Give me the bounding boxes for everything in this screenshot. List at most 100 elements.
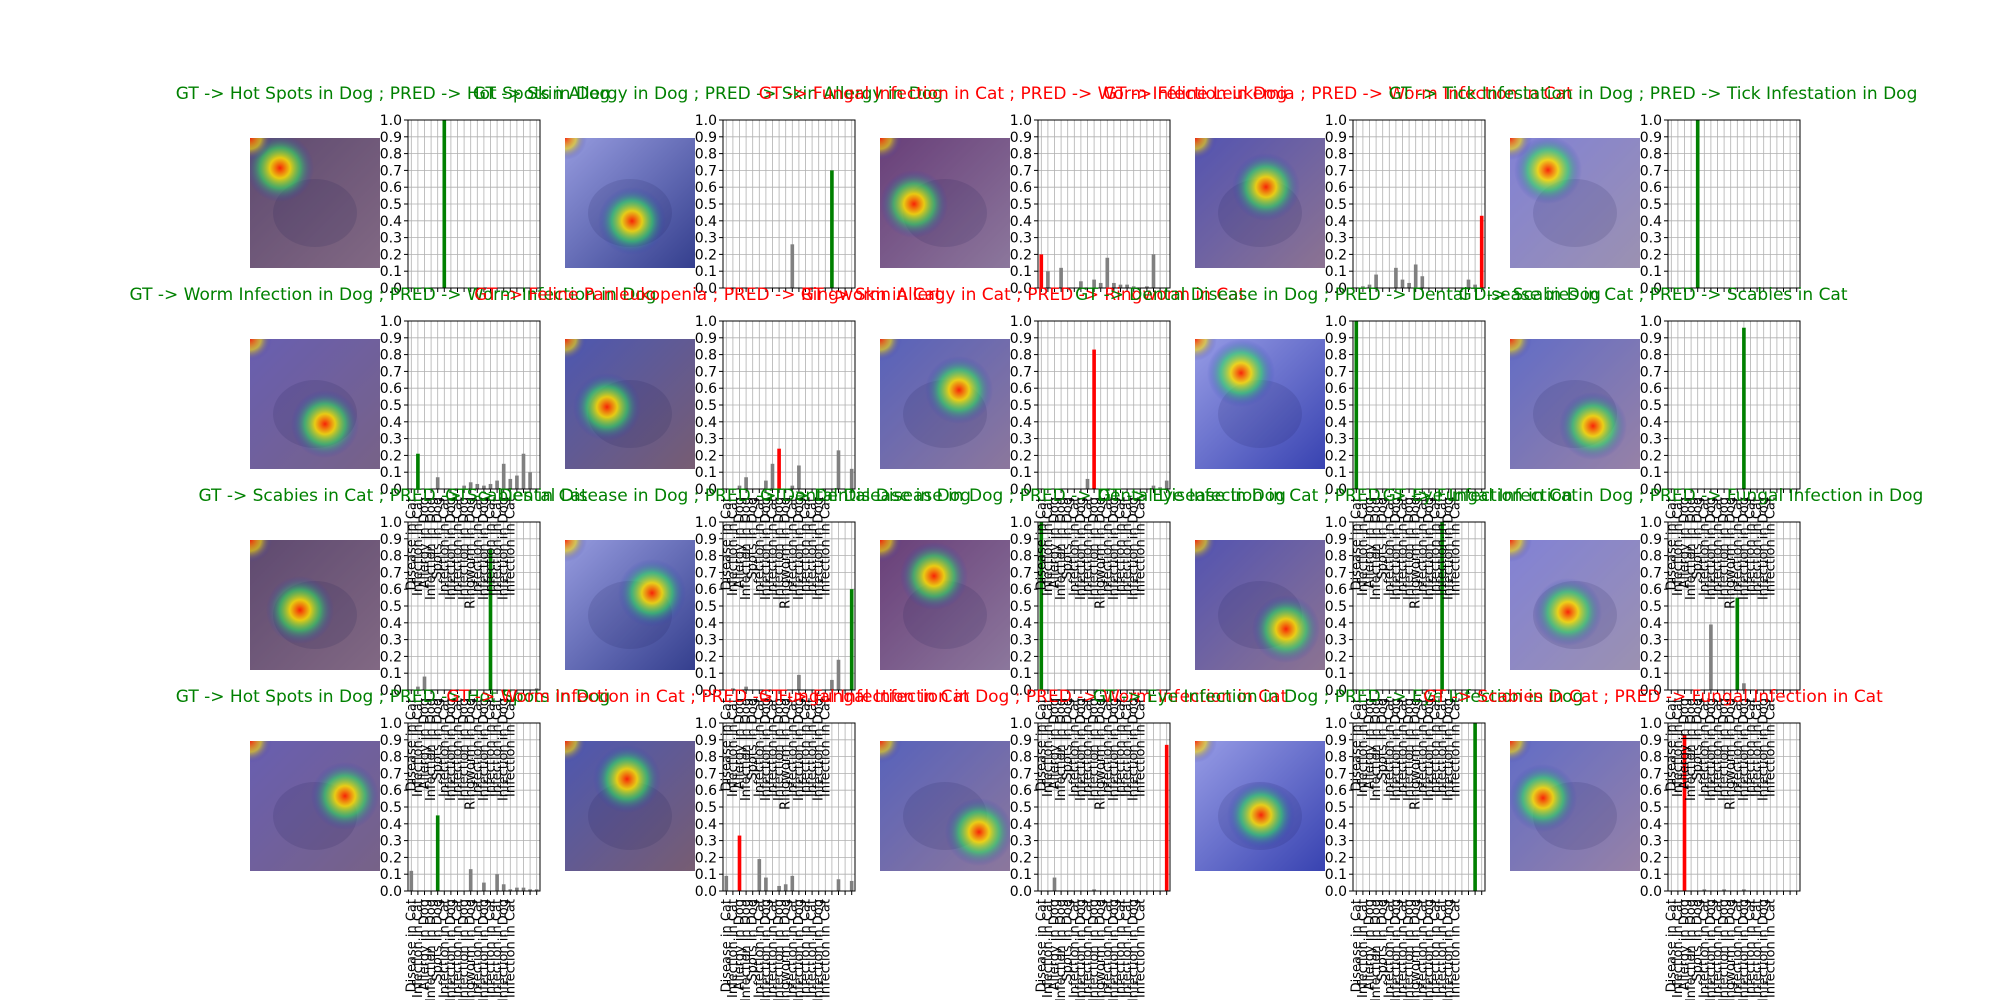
x-tick-label: Infection in Dog — [424, 698, 439, 801]
bar-chart: 0.00.10.20.30.40.50.60.70.80.91.0 — [1010, 515, 1171, 699]
bar-chart: 0.00.10.20.30.40.50.60.70.80.91.0 — [1640, 113, 1801, 297]
x-tick-label: Infection in Cat — [1671, 698, 1686, 797]
y-tick-label: 0.7 — [1640, 364, 1662, 380]
y-tick-label: 0.6 — [1325, 783, 1347, 799]
bar-chart: 0.00.10.20.30.40.50.60.70.80.91.0 — [380, 716, 541, 900]
x-tick-label: Spots in Dog — [431, 899, 446, 982]
y-tick-label: 0.5 — [1010, 599, 1032, 615]
x-tick-label: Infection in Dog — [792, 899, 807, 1000]
y-tick-label: 0.6 — [1010, 381, 1032, 397]
x-tick-label: Infection in Cat — [437, 698, 452, 797]
bar — [830, 170, 834, 288]
bar — [1039, 254, 1044, 288]
x-tick-label: Infection in Cat — [1041, 899, 1056, 998]
y-tick-label: 0.7 — [380, 766, 402, 782]
y-tick-label: 0.2 — [695, 247, 717, 263]
y-tick-label: 0.1 — [380, 666, 402, 682]
y-tick-label: 0.1 — [695, 465, 717, 481]
x-tick-label: Infection in Dog — [739, 899, 754, 1000]
x-tick-label: Infection in Dog — [1684, 497, 1699, 600]
x-tick-label: Allergy in Dog — [1678, 497, 1693, 589]
x-tick-label: Spots in Dog — [1376, 497, 1391, 580]
y-tick-label: 0.7 — [1325, 565, 1347, 581]
bar — [1709, 624, 1713, 690]
x-tick-label: Spots in Dog — [1061, 899, 1076, 982]
x-tick-label: Infection in Cat — [1744, 497, 1759, 596]
axes-frame — [407, 119, 541, 289]
y-tick-label: 0.9 — [695, 331, 717, 347]
plot-title: GT -> Dental Disease in Dog ; PRED -> De… — [1075, 285, 1601, 305]
plot-title: GT -> Scabies in Cat ; PRED -> Scabies i… — [198, 486, 588, 506]
x-tick-label: Infection in Dog — [1074, 899, 1089, 1000]
bar — [1473, 723, 1477, 891]
x-tick-label: Infection in Cat — [490, 698, 505, 797]
x-tick-label: Infection in Cat — [1382, 497, 1397, 596]
bar — [1742, 327, 1746, 489]
x-tick-label: Infection in Cat — [799, 497, 814, 596]
y-tick-label: 0.8 — [695, 348, 717, 364]
y-tick-label: 0.8 — [1325, 348, 1347, 364]
bar — [1158, 487, 1162, 489]
x-tick-label: Infection in Dog — [1757, 899, 1772, 1000]
y-tick-label: 0.0 — [1010, 281, 1032, 297]
x-tick-label: Infection in Cat — [451, 497, 466, 596]
x-tick-label: Infection in Cat — [805, 899, 820, 998]
x-tick-label: Infection in Dog — [1127, 497, 1142, 600]
bar — [468, 482, 473, 489]
y-tick-label: 0.4 — [380, 415, 402, 431]
y-tick-label: 0.7 — [1010, 364, 1032, 380]
y-tick-label: 0.2 — [695, 649, 717, 665]
y-tick-label: 0.9 — [1640, 331, 1662, 347]
x-tick-label: Infection in Dog — [1369, 698, 1384, 801]
x-tick-label: Infection in Dog — [1389, 497, 1404, 600]
axes-frame — [407, 722, 541, 892]
bar — [1466, 279, 1471, 288]
y-tick-label: 0.6 — [1325, 180, 1347, 196]
x-tick-label: Infection in Dog — [1422, 698, 1437, 801]
y-tick-label: 0.4 — [695, 214, 717, 230]
y-tick-label: 0.3 — [1010, 633, 1032, 649]
y-tick-label: 0.6 — [1010, 582, 1032, 598]
heatmap-thumbnail — [880, 339, 1010, 469]
y-tick-label: 0.5 — [380, 398, 402, 414]
bar — [1695, 120, 1700, 288]
y-tick-label: 0.2 — [380, 850, 402, 866]
bar-chart: 0.00.10.20.30.40.50.60.70.80.91.0 — [380, 515, 541, 699]
x-tick-label: Infection in Dog — [1402, 899, 1417, 1000]
x-tick-label: Ringworm in Dog — [1094, 899, 1109, 1000]
x-tick-label: Infection in Dog — [457, 698, 472, 801]
axes-frame — [722, 521, 856, 691]
y-tick-label: 0.4 — [695, 817, 717, 833]
y-tick-label: 0.9 — [1640, 532, 1662, 548]
y-tick-label: 0.1 — [380, 465, 402, 481]
x-tick-label: Disease in Cat — [1349, 497, 1364, 590]
y-tick-label: 0.8 — [1640, 147, 1662, 163]
bar — [1125, 284, 1129, 288]
x-tick-label: Allergy in Dog — [733, 899, 748, 991]
y-tick-label: 0.0 — [380, 884, 402, 900]
x-tick-label: Infection in Dog — [1684, 698, 1699, 801]
bar — [495, 480, 499, 489]
y-tick-label: 0.6 — [1325, 381, 1347, 397]
bar — [1473, 284, 1477, 288]
x-tick-label: Infection in Cat — [785, 698, 800, 797]
y-tick-label: 0.3 — [1325, 834, 1347, 850]
heatmap-thumbnail — [250, 339, 380, 469]
x-tick-label: Infection in Dog — [1107, 698, 1122, 801]
x-tick-label: Infection in Cat — [1750, 497, 1765, 596]
bar — [435, 477, 440, 489]
x-tick-label: Infection in Dog — [1737, 899, 1752, 1000]
plot-title: GT -> Feline Leukemia ; PRED -> Worm Inf… — [1103, 84, 1573, 104]
x-tick-label: Infection in Cat — [752, 497, 767, 596]
x-tick-label: Infection in Dog — [792, 698, 807, 801]
x-tick-label: Infection in Cat — [437, 899, 452, 998]
bar — [836, 450, 841, 489]
x-tick-label: Infection in Dog — [1074, 698, 1089, 801]
plot-title: GT -> Fungal Infection in Dog ; PRED -> … — [1382, 486, 1924, 506]
y-tick-label: 0.1 — [1010, 867, 1032, 883]
x-tick-label: Infection in Dog — [1054, 899, 1069, 1000]
